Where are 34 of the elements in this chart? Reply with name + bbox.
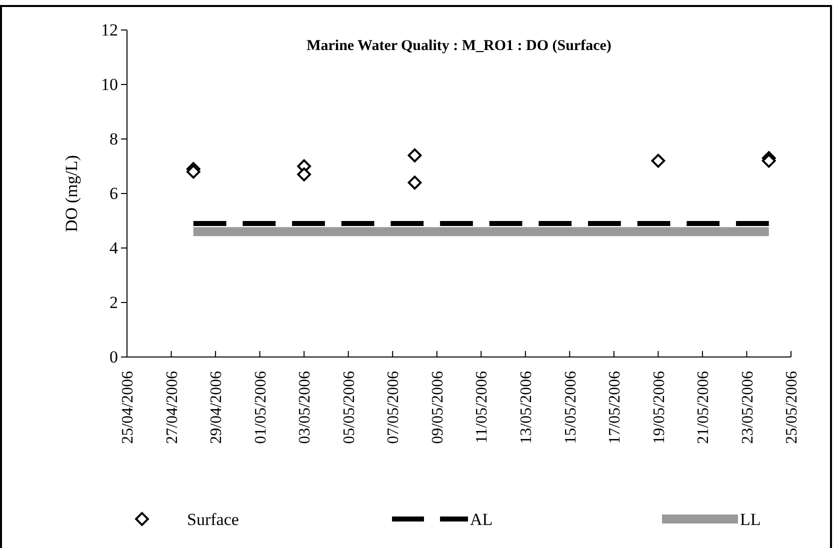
- y-tick-label: 12: [101, 20, 118, 40]
- x-tick-label: 25/04/2006: [120, 371, 137, 444]
- legend-label: LL: [740, 510, 761, 529]
- x-tick-label: 13/05/2006: [518, 371, 535, 444]
- y-tick-label: 10: [101, 74, 118, 94]
- y-tick-label: 8: [110, 129, 118, 148]
- x-tick-label: 15/05/2006: [562, 371, 580, 444]
- point: [408, 148, 422, 162]
- legend-label: AL: [470, 510, 493, 529]
- x-tick-label: 25/05/2006: [784, 371, 801, 444]
- x-tick-label: 07/05/2006: [385, 371, 402, 444]
- point: [297, 167, 312, 182]
- point: [762, 154, 776, 168]
- x-tick-label: 23/05/2006: [739, 371, 756, 444]
- x-tick-label: 03/05/2006: [296, 371, 314, 444]
- x-tick-label: 27/04/2006: [164, 371, 181, 444]
- point: [651, 154, 666, 168]
- x-tick-label: 05/05/2006: [340, 371, 358, 444]
- x-tick-label: 17/05/2006: [606, 371, 624, 444]
- x-tick-label: 21/05/2006: [695, 371, 712, 444]
- legend-label: Surface: [187, 510, 239, 529]
- x-tick-label: 19/05/2006: [650, 371, 668, 444]
- x-tick-label: 09/05/2006: [429, 371, 446, 444]
- y-tick-label: 6: [110, 184, 118, 203]
- x-tick-label: 29/04/2006: [208, 371, 226, 444]
- x-tick-label: 11/05/2006: [474, 371, 491, 444]
- y-axis-title: DO (mg/L): [62, 155, 81, 232]
- x-tick-label: 01/05/2006: [252, 371, 270, 444]
- y-tick-label: 2: [110, 292, 118, 312]
- point: [186, 164, 200, 179]
- point: [408, 176, 422, 190]
- text: Marine Water Quality : M_RO1 : DO (Surface): [306, 38, 612, 54]
- y-tick-label: 4: [110, 238, 118, 258]
- y-tick-label: 0: [110, 347, 118, 366]
